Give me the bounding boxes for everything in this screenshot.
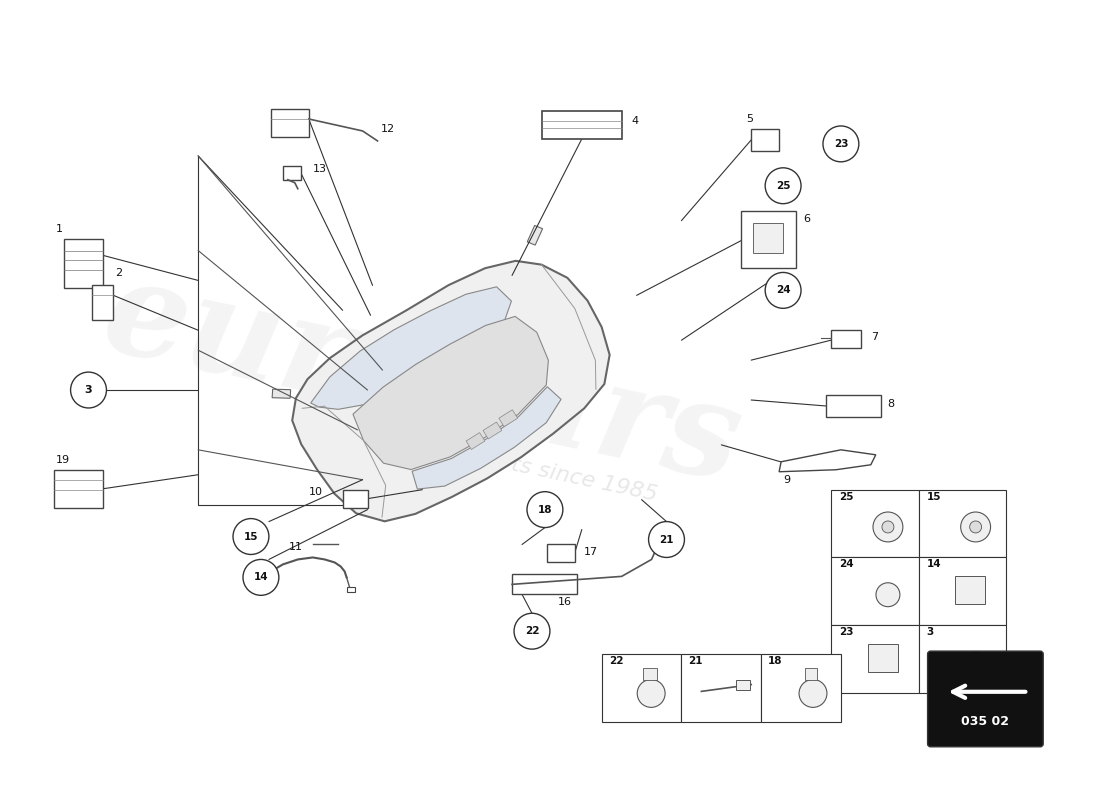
Bar (91, 286, 113, 320)
Text: eurocars: eurocars (92, 250, 752, 510)
Text: 035 02: 035 02 (961, 715, 1010, 728)
Bar (736, 680, 750, 690)
Bar (346, 587, 354, 592)
Text: 5: 5 (746, 114, 754, 124)
Bar (830, 490, 918, 558)
Bar (918, 558, 1007, 626)
Text: 12: 12 (381, 124, 395, 134)
Circle shape (876, 582, 900, 606)
Text: 6: 6 (803, 214, 810, 224)
Circle shape (527, 492, 563, 527)
Text: 11: 11 (289, 542, 302, 553)
Circle shape (649, 522, 684, 558)
Text: 2: 2 (116, 269, 122, 278)
Circle shape (960, 512, 991, 542)
Text: 25: 25 (776, 181, 791, 190)
Text: 18: 18 (538, 505, 552, 514)
Bar (271, 109, 309, 137)
Text: 15: 15 (244, 531, 258, 542)
Bar (644, 668, 657, 680)
Circle shape (766, 273, 801, 308)
Text: 8: 8 (888, 399, 895, 409)
Text: 25: 25 (839, 492, 854, 502)
Bar (830, 330, 861, 348)
Bar (830, 558, 918, 626)
Bar (751, 129, 779, 151)
Text: 24: 24 (776, 286, 791, 295)
Text: 3: 3 (85, 385, 92, 395)
Polygon shape (310, 287, 512, 410)
Polygon shape (353, 316, 549, 470)
Text: 19: 19 (56, 454, 69, 465)
Polygon shape (498, 410, 518, 426)
Bar (805, 668, 817, 680)
Bar (826, 395, 881, 417)
Bar (918, 490, 1007, 558)
Circle shape (243, 559, 279, 595)
Text: 18: 18 (768, 656, 783, 666)
Bar (602, 654, 682, 722)
Text: 23: 23 (839, 627, 854, 637)
Polygon shape (483, 422, 502, 439)
Text: 23: 23 (834, 139, 848, 149)
Circle shape (965, 651, 987, 674)
Bar (542, 111, 621, 139)
Bar (64, 238, 103, 288)
Circle shape (514, 614, 550, 649)
Text: 1: 1 (56, 223, 63, 234)
Circle shape (233, 518, 268, 554)
Circle shape (637, 679, 666, 707)
Circle shape (70, 372, 107, 408)
Bar (830, 626, 918, 693)
Circle shape (766, 168, 801, 204)
Text: 3: 3 (926, 627, 934, 637)
Text: 13: 13 (312, 164, 327, 174)
Bar (918, 626, 1007, 693)
Bar (54, 470, 103, 508)
Bar (956, 577, 986, 604)
Polygon shape (272, 389, 290, 398)
Text: 22: 22 (525, 626, 539, 636)
Text: 17: 17 (584, 547, 598, 558)
Circle shape (823, 126, 859, 162)
Bar (512, 574, 576, 594)
FancyBboxPatch shape (927, 651, 1043, 746)
Text: 9: 9 (783, 474, 790, 485)
Text: 21: 21 (689, 656, 703, 666)
Polygon shape (412, 386, 561, 489)
Bar (682, 654, 761, 722)
Bar (761, 654, 840, 722)
Polygon shape (293, 261, 609, 522)
Bar (741, 210, 796, 269)
Text: 22: 22 (608, 656, 624, 666)
Text: 4: 4 (631, 116, 639, 126)
Text: 7: 7 (871, 332, 878, 342)
Polygon shape (466, 433, 485, 450)
Text: 21: 21 (659, 534, 674, 545)
Text: 14: 14 (926, 559, 942, 570)
Bar (547, 545, 575, 562)
Circle shape (882, 521, 894, 533)
Bar (754, 222, 783, 253)
Circle shape (970, 521, 981, 533)
Polygon shape (527, 226, 542, 245)
Text: 15: 15 (926, 492, 942, 502)
Bar (868, 644, 898, 672)
Circle shape (799, 679, 827, 707)
Text: a passion for parts since 1985: a passion for parts since 1985 (326, 415, 659, 505)
Circle shape (873, 512, 903, 542)
Text: 16: 16 (558, 598, 572, 607)
Bar (283, 166, 300, 180)
Text: 24: 24 (839, 559, 854, 570)
Bar (342, 490, 367, 508)
Text: 10: 10 (309, 486, 322, 497)
Polygon shape (779, 450, 876, 472)
Text: 14: 14 (254, 572, 268, 582)
